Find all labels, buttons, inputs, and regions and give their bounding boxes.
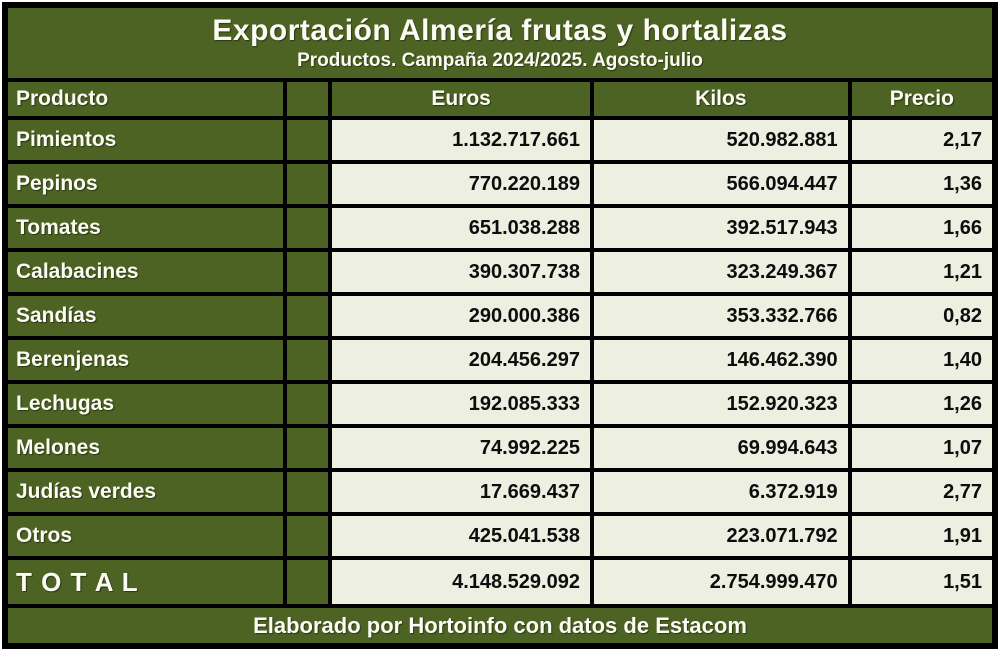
total-label-cell: T O T A L [2, 556, 288, 608]
column-header-kilos: Kilos [589, 78, 852, 120]
table-row: Pepinos 770.220.189 566.094.447 1,36 [2, 160, 998, 208]
table-row: Judías verdes 17.669.437 6.372.919 2,77 [2, 468, 998, 516]
page-title: Exportación Almería frutas y hortalizas [212, 13, 788, 47]
column-header-euros: Euros [328, 78, 594, 120]
precio-cell: 1,40 [847, 336, 998, 384]
euros-cell: 425.041.538 [328, 512, 594, 560]
total-kilos-cell: 2.754.999.470 [589, 556, 852, 608]
precio-cell: 2,77 [847, 468, 998, 516]
spacer-cell [283, 380, 333, 428]
precio-cell: 1,21 [847, 248, 998, 296]
euros-cell: 192.085.333 [328, 380, 594, 428]
precio-cell: 1,66 [847, 204, 998, 252]
title-row: Exportación Almería frutas y hortalizas … [3, 3, 997, 82]
product-cell: Lechugas [2, 380, 288, 428]
table-summary: T O T A L 4.148.529.092 2.754.999.470 1,… [2, 556, 998, 648]
table-row: Melones 74.992.225 69.994.643 1,07 [2, 424, 998, 472]
euros-cell: 651.038.288 [328, 204, 594, 252]
precio-cell: 1,26 [847, 380, 998, 428]
source-credit: Elaborado por Hortoinfo con datos de Est… [3, 604, 997, 648]
spacer-cell [283, 556, 333, 608]
table-body: Pimientos 1.132.717.661 520.982.881 2,17… [2, 116, 998, 560]
product-cell: Otros [2, 512, 288, 560]
column-header-producto: Producto [2, 78, 288, 120]
total-row: T O T A L 4.148.529.092 2.754.999.470 1,… [2, 556, 998, 608]
product-cell: Judías verdes [2, 468, 288, 516]
spacer-cell [283, 248, 333, 296]
table-row: Pimientos 1.132.717.661 520.982.881 2,17 [2, 116, 998, 164]
precio-cell: 1,36 [847, 160, 998, 208]
precio-cell: 2,17 [847, 116, 998, 164]
kilos-cell: 392.517.943 [589, 204, 852, 252]
spacer-header-cell [283, 78, 333, 120]
euros-cell: 390.307.738 [328, 248, 594, 296]
kilos-cell: 520.982.881 [589, 116, 852, 164]
column-header-row: Producto Euros Kilos Precio [2, 78, 998, 120]
euros-cell: 290.000.386 [328, 292, 594, 340]
spacer-cell [283, 116, 333, 164]
spacer-cell [283, 424, 333, 472]
product-cell: Pepinos [2, 160, 288, 208]
spacer-cell [283, 512, 333, 560]
total-euros-cell: 4.148.529.092 [328, 556, 594, 608]
euros-cell: 1.132.717.661 [328, 116, 594, 164]
kilos-cell: 323.249.367 [589, 248, 852, 296]
spacer-cell [283, 468, 333, 516]
precio-cell: 1,91 [847, 512, 998, 560]
kilos-cell: 353.332.766 [589, 292, 852, 340]
table-row: Tomates 651.038.288 392.517.943 1,66 [2, 204, 998, 252]
product-cell: Berenjenas [2, 336, 288, 384]
page-subtitle: Productos. Campaña 2024/2025. Agosto-jul… [297, 49, 703, 71]
product-cell: Sandías [2, 292, 288, 340]
spacer-cell [283, 336, 333, 384]
euros-cell: 74.992.225 [328, 424, 594, 472]
spacer-cell [283, 292, 333, 340]
kilos-cell: 566.094.447 [589, 160, 852, 208]
product-cell: Tomates [2, 204, 288, 252]
column-header-precio: Precio [847, 78, 998, 120]
table-row: Berenjenas 204.456.297 146.462.390 1,40 [2, 336, 998, 384]
product-cell: Pimientos [2, 116, 288, 164]
spacer-cell [283, 160, 333, 208]
footer-row: Elaborado por Hortoinfo con datos de Est… [3, 604, 997, 648]
euros-cell: 17.669.437 [328, 468, 594, 516]
table-row: Sandías 290.000.386 353.332.766 0,82 [2, 292, 998, 340]
product-cell: Melones [2, 424, 288, 472]
spacer-cell [283, 204, 333, 252]
table-row: Calabacines 390.307.738 323.249.367 1,21 [2, 248, 998, 296]
euros-cell: 770.220.189 [328, 160, 594, 208]
total-precio-cell: 1,51 [847, 556, 998, 608]
kilos-cell: 152.920.323 [589, 380, 852, 428]
precio-cell: 0,82 [847, 292, 998, 340]
table-row: Otros 425.041.538 223.071.792 1,91 [2, 512, 998, 560]
kilos-cell: 6.372.919 [589, 468, 852, 516]
product-cell: Calabacines [2, 248, 288, 296]
title-cell: Exportación Almería frutas y hortalizas … [3, 3, 997, 82]
kilos-cell: 69.994.643 [589, 424, 852, 472]
table-row: Lechugas 192.085.333 152.920.323 1,26 [2, 380, 998, 428]
euros-cell: 204.456.297 [328, 336, 594, 384]
precio-cell: 1,07 [847, 424, 998, 472]
kilos-cell: 223.071.792 [589, 512, 852, 560]
kilos-cell: 146.462.390 [589, 336, 852, 384]
